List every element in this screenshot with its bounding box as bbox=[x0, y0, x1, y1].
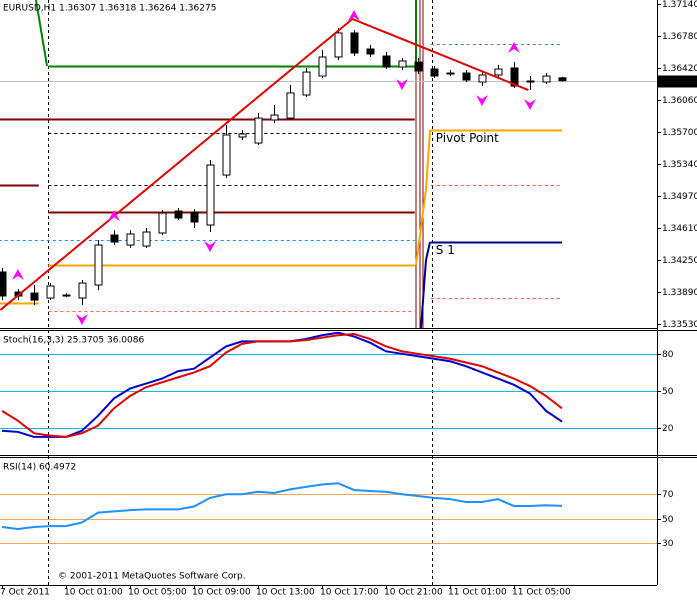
candle-body bbox=[126, 233, 135, 246]
fractal-up bbox=[12, 269, 24, 281]
candle-body bbox=[366, 48, 375, 55]
y-tick-label: 1.36060 bbox=[662, 96, 697, 106]
y-tick-label: 1.34250 bbox=[662, 256, 697, 266]
fractal-down bbox=[396, 79, 408, 91]
y-tick-label: 30 bbox=[662, 539, 674, 549]
candle-body bbox=[558, 77, 567, 82]
level-label: S 1 bbox=[436, 243, 455, 257]
x-tick-label: 11 Oct 01:00 bbox=[448, 588, 507, 598]
candle-body bbox=[318, 56, 327, 77]
x-tick-label: 10 Oct 17:00 bbox=[320, 588, 379, 598]
candle-body bbox=[478, 74, 487, 83]
fractal-down bbox=[524, 99, 536, 111]
pivot-transition bbox=[35, 0, 431, 329]
candle-body bbox=[542, 75, 551, 83]
transition-line bbox=[35, 0, 48, 67]
trend-line bbox=[0, 17, 529, 311]
x-tick-label: 10 Oct 09:00 bbox=[192, 588, 251, 598]
frame bbox=[0, 0, 697, 586]
fractal-down bbox=[476, 95, 488, 107]
fractal-up bbox=[108, 210, 120, 222]
candle-body bbox=[510, 67, 519, 87]
indicator-line bbox=[1, 332, 563, 438]
candle-body bbox=[206, 164, 215, 226]
fractal-down bbox=[76, 314, 88, 326]
y-tick-label: 1.34970 bbox=[662, 192, 697, 202]
x-tick-label: 10 Oct 13:00 bbox=[256, 588, 315, 598]
candle-body bbox=[238, 133, 247, 138]
candle-body bbox=[110, 234, 119, 243]
y-tick-label: 70 bbox=[662, 490, 674, 500]
candle-body bbox=[62, 294, 71, 297]
candle-body bbox=[270, 114, 279, 121]
x-tick-label: 10 Oct 01:00 bbox=[64, 588, 123, 598]
panel-title: Stoch(16,3,3) 25.3705 36.0086 bbox=[3, 336, 144, 346]
transition-line bbox=[420, 241, 431, 329]
candle-body bbox=[462, 72, 471, 81]
panel-title: EURUSD,H1 1.36307 1.36318 1.36264 1.3627… bbox=[3, 4, 216, 14]
fractal-down bbox=[204, 241, 216, 253]
y-tick-label: 50 bbox=[662, 515, 674, 525]
current-price-box bbox=[658, 75, 697, 88]
candle-body bbox=[334, 32, 343, 58]
candle-body bbox=[254, 117, 263, 144]
current-price-label: 1.36275 bbox=[661, 77, 697, 87]
x-tick-label: 10 Oct 05:00 bbox=[128, 588, 187, 598]
candle-body bbox=[382, 55, 391, 68]
y-tick-label: 1.35340 bbox=[662, 160, 697, 170]
level-label: Pivot Point bbox=[436, 131, 499, 145]
x-tick-label: 11 Oct 05:00 bbox=[512, 588, 571, 598]
candle-body bbox=[414, 61, 423, 72]
separators bbox=[48, 0, 433, 585]
candle-body bbox=[190, 211, 199, 223]
candle-body bbox=[350, 32, 359, 54]
panel-title: RSI(14) 60.4972 bbox=[3, 463, 76, 473]
indicator-line bbox=[1, 482, 563, 531]
y-tick-label: 1.35700 bbox=[662, 128, 697, 138]
fractal-up bbox=[508, 42, 520, 54]
y-tick-label: 50 bbox=[662, 387, 674, 397]
fractal-up bbox=[348, 10, 360, 22]
candle-body bbox=[46, 285, 55, 299]
candle-body bbox=[446, 72, 455, 75]
candle-body bbox=[78, 282, 87, 299]
x-tick-label: 7 Oct 2011 bbox=[0, 588, 50, 598]
transition-line bbox=[415, 129, 431, 266]
x-tick-label: 10 Oct 21:00 bbox=[384, 588, 443, 598]
candle-body bbox=[174, 210, 183, 219]
copyright: © 2001-2011 MetaQuotes Software Corp. bbox=[58, 572, 246, 582]
candle-body bbox=[526, 80, 535, 83]
y-tick-label: 1.36420 bbox=[662, 64, 697, 74]
candle-body bbox=[398, 60, 407, 68]
y-tick-label: 1.34610 bbox=[662, 224, 697, 234]
candle-body bbox=[286, 92, 295, 119]
candle-body bbox=[494, 68, 503, 76]
candle-body bbox=[222, 134, 231, 176]
y-tick-label: 20 bbox=[662, 424, 674, 434]
candle-body bbox=[302, 71, 311, 96]
candle-body bbox=[0, 271, 7, 297]
y-tick-label: 80 bbox=[662, 350, 674, 360]
y-tick-label: 1.37140 bbox=[662, 0, 697, 10]
candle-body bbox=[94, 244, 103, 286]
candle-body bbox=[30, 292, 39, 301]
candle-body bbox=[430, 68, 439, 77]
candle-body bbox=[142, 231, 151, 247]
y-tick-label: 1.33890 bbox=[662, 288, 697, 298]
y-tick-label: 1.33530 bbox=[662, 320, 697, 330]
candle-body bbox=[158, 212, 167, 234]
y-tick-label: 1.36780 bbox=[662, 32, 697, 42]
